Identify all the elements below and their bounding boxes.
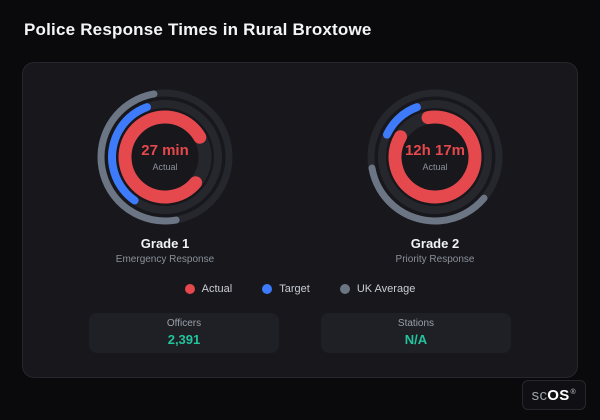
gauge-grade-2: 12h 17m Actual Grade 2 Priority Response <box>330 85 540 265</box>
target-series-dot-icon <box>262 284 273 294</box>
gauges-row: 27 min Actual Grade 1 Emergency Response… <box>43 85 557 265</box>
stat-label-officers: Officers <box>166 318 202 329</box>
gauge-grade-1-chart <box>97 89 233 225</box>
legend-label-actual: Actual <box>201 283 233 295</box>
uk-average-series-dot-icon <box>339 284 350 294</box>
scos-logo: scOS® <box>521 380 586 410</box>
gauge-grade-1: 27 min Actual Grade 1 Emergency Response <box>60 85 270 265</box>
legend-item-target[interactable]: Target <box>262 283 310 295</box>
gauge-grade-2-label: Grade 2 <box>410 236 460 251</box>
scos-logo-prefix: sc <box>531 387 548 404</box>
registered-trademark-icon: ® <box>570 389 576 396</box>
legend-label-target: Target <box>279 283 310 295</box>
legend-label-uk-average: UK Average <box>356 283 416 295</box>
stat-box-stations: Stations N/A <box>321 313 511 353</box>
stat-box-officers: Officers 2,391 <box>89 313 279 353</box>
scos-logo-suffix: OS <box>547 387 570 404</box>
gauge-grade-1-sublabel: Emergency Response <box>115 254 215 265</box>
stat-value-officers: 2,391 <box>167 332 201 347</box>
gauge-grade-2-chart-wrap: 12h 17m Actual <box>363 85 507 229</box>
gauge-grade-2-sublabel: Priority Response <box>395 254 475 265</box>
legend-item-actual[interactable]: Actual <box>184 283 233 295</box>
gauge-grade-2-chart <box>367 89 503 225</box>
legend-item-uk-average[interactable]: UK Average <box>339 283 416 295</box>
gauge-grade-1-label: Grade 1 <box>140 236 190 251</box>
stat-value-stations: N/A <box>404 332 428 347</box>
stat-label-stations: Stations <box>397 318 435 329</box>
chart-legend: Actual Target UK Average <box>43 283 557 295</box>
gauge-grade-1-chart-wrap: 27 min Actual <box>93 85 237 229</box>
stats-row: Officers 2,391 Stations N/A <box>43 313 557 353</box>
actual-series-dot-icon <box>184 284 195 294</box>
page-title: Police Response Times in Rural Broxtowe <box>24 20 372 39</box>
response-times-card: 27 min Actual Grade 1 Emergency Response… <box>22 62 578 378</box>
